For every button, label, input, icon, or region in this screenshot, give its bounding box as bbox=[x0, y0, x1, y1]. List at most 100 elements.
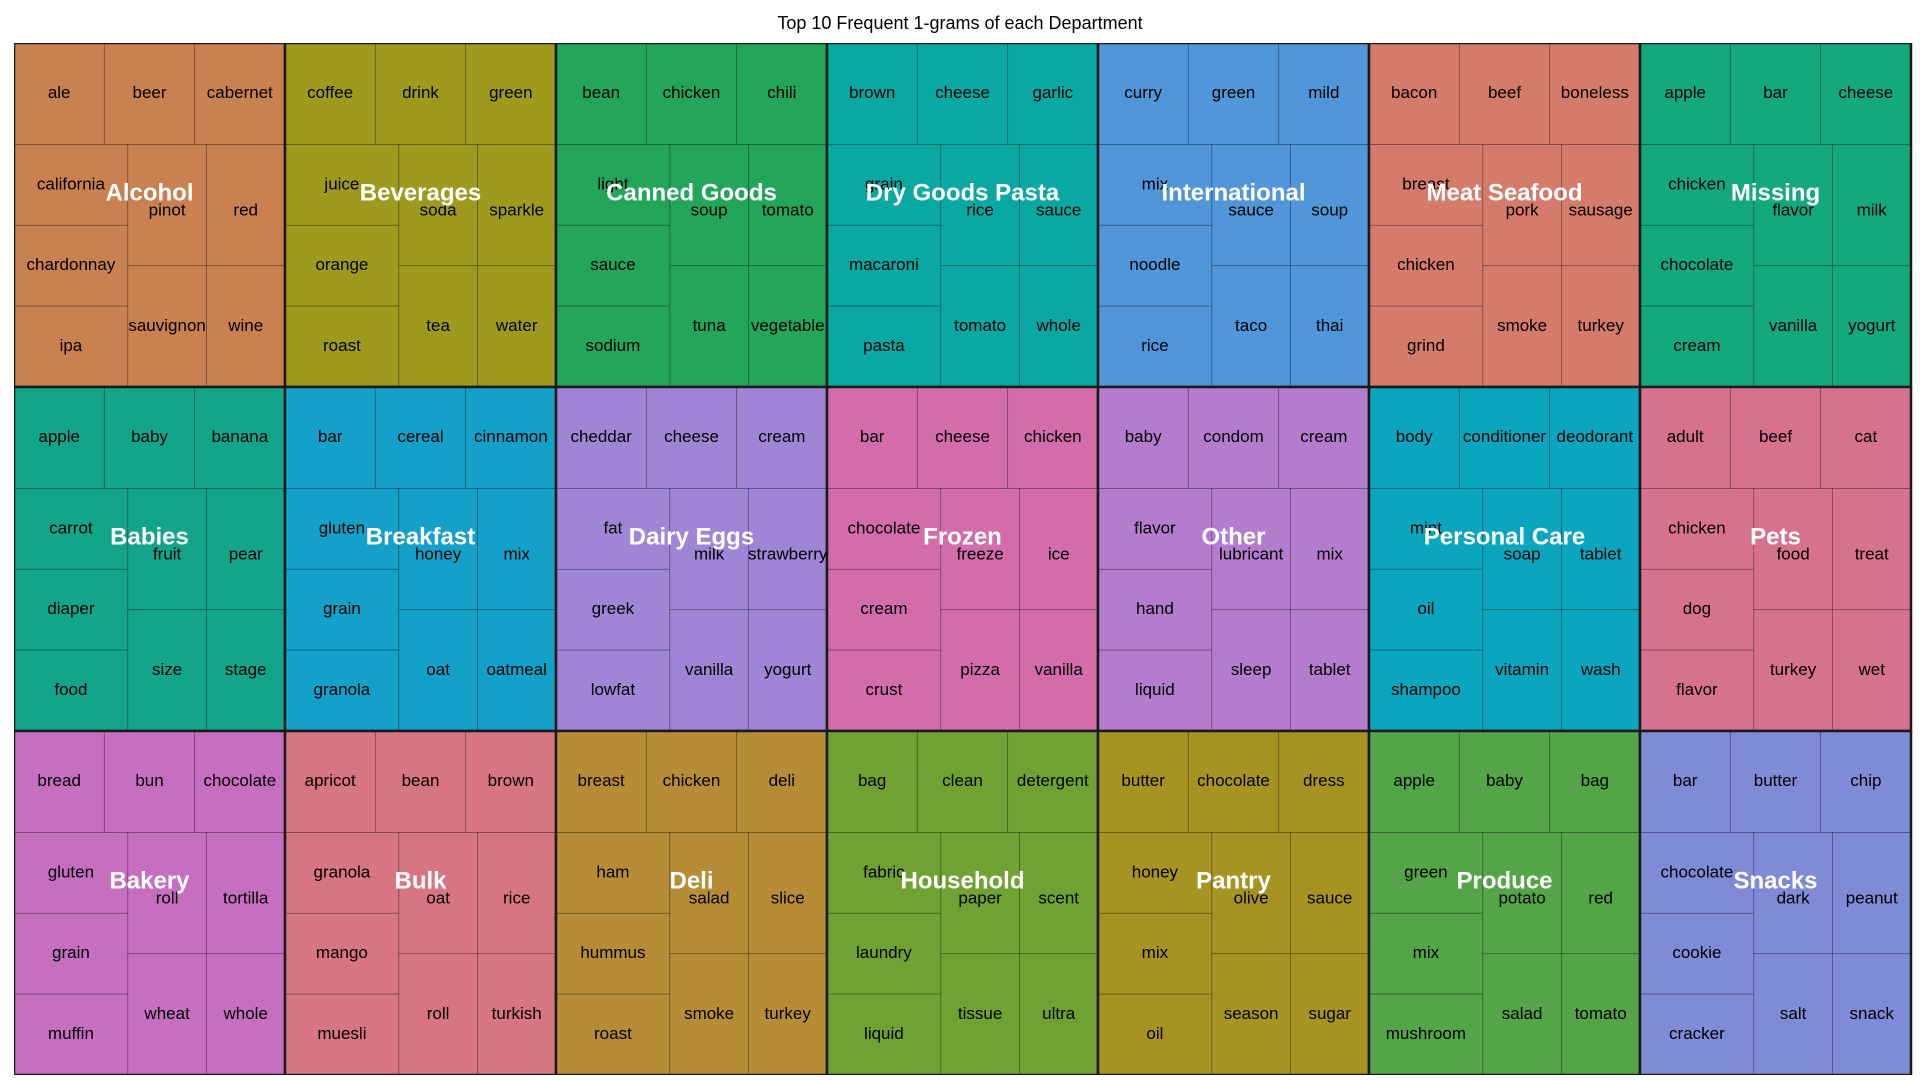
word-label: deodorant bbox=[1557, 427, 1634, 446]
word-cell bbox=[1211, 609, 1291, 732]
word-label: clean bbox=[942, 771, 983, 790]
word-label: tomato bbox=[954, 316, 1006, 335]
department-breakfast: bar cereal cinnamon gluten grain granola honey… bbox=[283, 385, 558, 733]
word-cell bbox=[1832, 144, 1912, 267]
word-label: bar bbox=[1673, 771, 1698, 790]
word-label: brown bbox=[849, 83, 895, 102]
word-label: vanilla bbox=[685, 660, 734, 679]
word-label: honey bbox=[415, 545, 462, 564]
word-cell bbox=[374, 730, 467, 833]
word-cell bbox=[1278, 43, 1370, 145]
word-cell bbox=[1639, 568, 1755, 651]
word-cell bbox=[1832, 488, 1912, 611]
department-label: Missing bbox=[1731, 180, 1820, 207]
word-label: food bbox=[54, 680, 87, 699]
word-label: macaroni bbox=[849, 255, 919, 274]
department-personal-care: body conditioner deodorant mint oil shampoo so… bbox=[1367, 385, 1642, 733]
department-international: curry green mild mix noodle rice sauce soup taco… bbox=[1096, 43, 1371, 389]
word-cell bbox=[940, 488, 1020, 611]
word-label: chicken bbox=[1668, 518, 1726, 537]
word-cell bbox=[555, 649, 671, 732]
word-label: ultra bbox=[1042, 1004, 1076, 1023]
word-label: beef bbox=[1488, 83, 1521, 102]
word-label: vitamin bbox=[1495, 660, 1549, 679]
word-label: gluten bbox=[319, 518, 365, 537]
word-label: hummus bbox=[580, 943, 645, 962]
word-cell bbox=[1832, 609, 1912, 732]
word-label: roll bbox=[156, 889, 179, 908]
word-cell bbox=[477, 144, 557, 267]
word-label: granola bbox=[314, 680, 371, 699]
word-cell bbox=[1753, 488, 1833, 611]
word-label: cat bbox=[1854, 427, 1877, 446]
department-meat-seafood: bacon beef boneless breast chicken grind pork s… bbox=[1367, 43, 1642, 389]
word-label: mix bbox=[1142, 943, 1169, 962]
word-cell bbox=[127, 265, 207, 388]
chart-title: Top 10 Frequent 1-grams of each Departme… bbox=[777, 13, 1143, 33]
word-cell bbox=[1482, 488, 1562, 611]
word-cell bbox=[477, 265, 557, 388]
word-label: cinnamon bbox=[474, 427, 548, 446]
word-label: milk bbox=[694, 545, 725, 564]
word-label: pizza bbox=[960, 660, 1000, 679]
word-cell bbox=[206, 488, 286, 611]
word-label: tablet bbox=[1580, 545, 1622, 564]
word-cell bbox=[555, 488, 671, 570]
word-label: scent bbox=[1038, 889, 1079, 908]
department-label: Frozen bbox=[923, 524, 1002, 551]
word-label: pinot bbox=[149, 201, 186, 220]
word-cell bbox=[669, 488, 749, 611]
word-cell bbox=[103, 386, 196, 489]
department-label: Dairy Eggs bbox=[629, 524, 754, 551]
word-label: chicken bbox=[1668, 174, 1726, 193]
word-cell bbox=[398, 953, 478, 1075]
word-cell bbox=[1368, 730, 1460, 833]
word-label: bun bbox=[135, 771, 163, 790]
word-cell bbox=[477, 488, 557, 611]
word-cell bbox=[916, 386, 1009, 489]
department-frozen: bar cheese chicken chocolate cream crust freez… bbox=[825, 385, 1100, 733]
word-label: tea bbox=[426, 316, 450, 335]
word-label: orange bbox=[315, 255, 368, 274]
word-label: tomato bbox=[1575, 1004, 1627, 1023]
word-label: greek bbox=[592, 599, 635, 618]
word-cell bbox=[1019, 953, 1099, 1075]
department-label: Snacks bbox=[1733, 868, 1817, 895]
department-label: Babies bbox=[110, 524, 189, 551]
word-label: freeze bbox=[956, 545, 1003, 564]
word-cell bbox=[284, 568, 400, 651]
word-label: turkey bbox=[1578, 316, 1625, 335]
word-label: carrot bbox=[49, 518, 93, 537]
word-label: sleep bbox=[1231, 660, 1272, 679]
word-cell bbox=[1097, 305, 1213, 388]
word-cell bbox=[1458, 43, 1551, 145]
word-cell bbox=[940, 144, 1020, 267]
word-label: chip bbox=[1850, 771, 1881, 790]
word-label: smoke bbox=[1497, 316, 1547, 335]
word-label: body bbox=[1396, 427, 1433, 446]
word-label: laundry bbox=[856, 943, 912, 962]
word-label: size bbox=[152, 660, 182, 679]
word-cell bbox=[1561, 265, 1641, 388]
word-label: ham bbox=[596, 862, 629, 881]
word-label: drink bbox=[402, 83, 439, 102]
word-label: mix bbox=[1142, 174, 1169, 193]
word-cell bbox=[555, 993, 671, 1075]
word-cell bbox=[826, 993, 942, 1075]
word-label: california bbox=[37, 174, 106, 193]
word-label: stage bbox=[225, 660, 267, 679]
word-cell bbox=[127, 609, 207, 732]
word-label: cream bbox=[1673, 336, 1720, 355]
word-cell bbox=[1753, 953, 1833, 1075]
word-label: gluten bbox=[48, 862, 94, 881]
word-label: cheddar bbox=[570, 427, 632, 446]
word-cell bbox=[284, 993, 400, 1075]
department-pets: adult beef cat chicken dog flavor food treat tur… bbox=[1638, 385, 1913, 733]
word-cell bbox=[1278, 730, 1370, 833]
word-cell bbox=[1753, 832, 1833, 955]
word-label: lowfat bbox=[591, 680, 636, 699]
word-cell bbox=[465, 730, 557, 833]
word-label: cabernet bbox=[207, 83, 273, 102]
word-label: rice bbox=[966, 201, 993, 220]
department-babies: apple baby banana carrot diaper food fruit pear… bbox=[14, 385, 287, 733]
